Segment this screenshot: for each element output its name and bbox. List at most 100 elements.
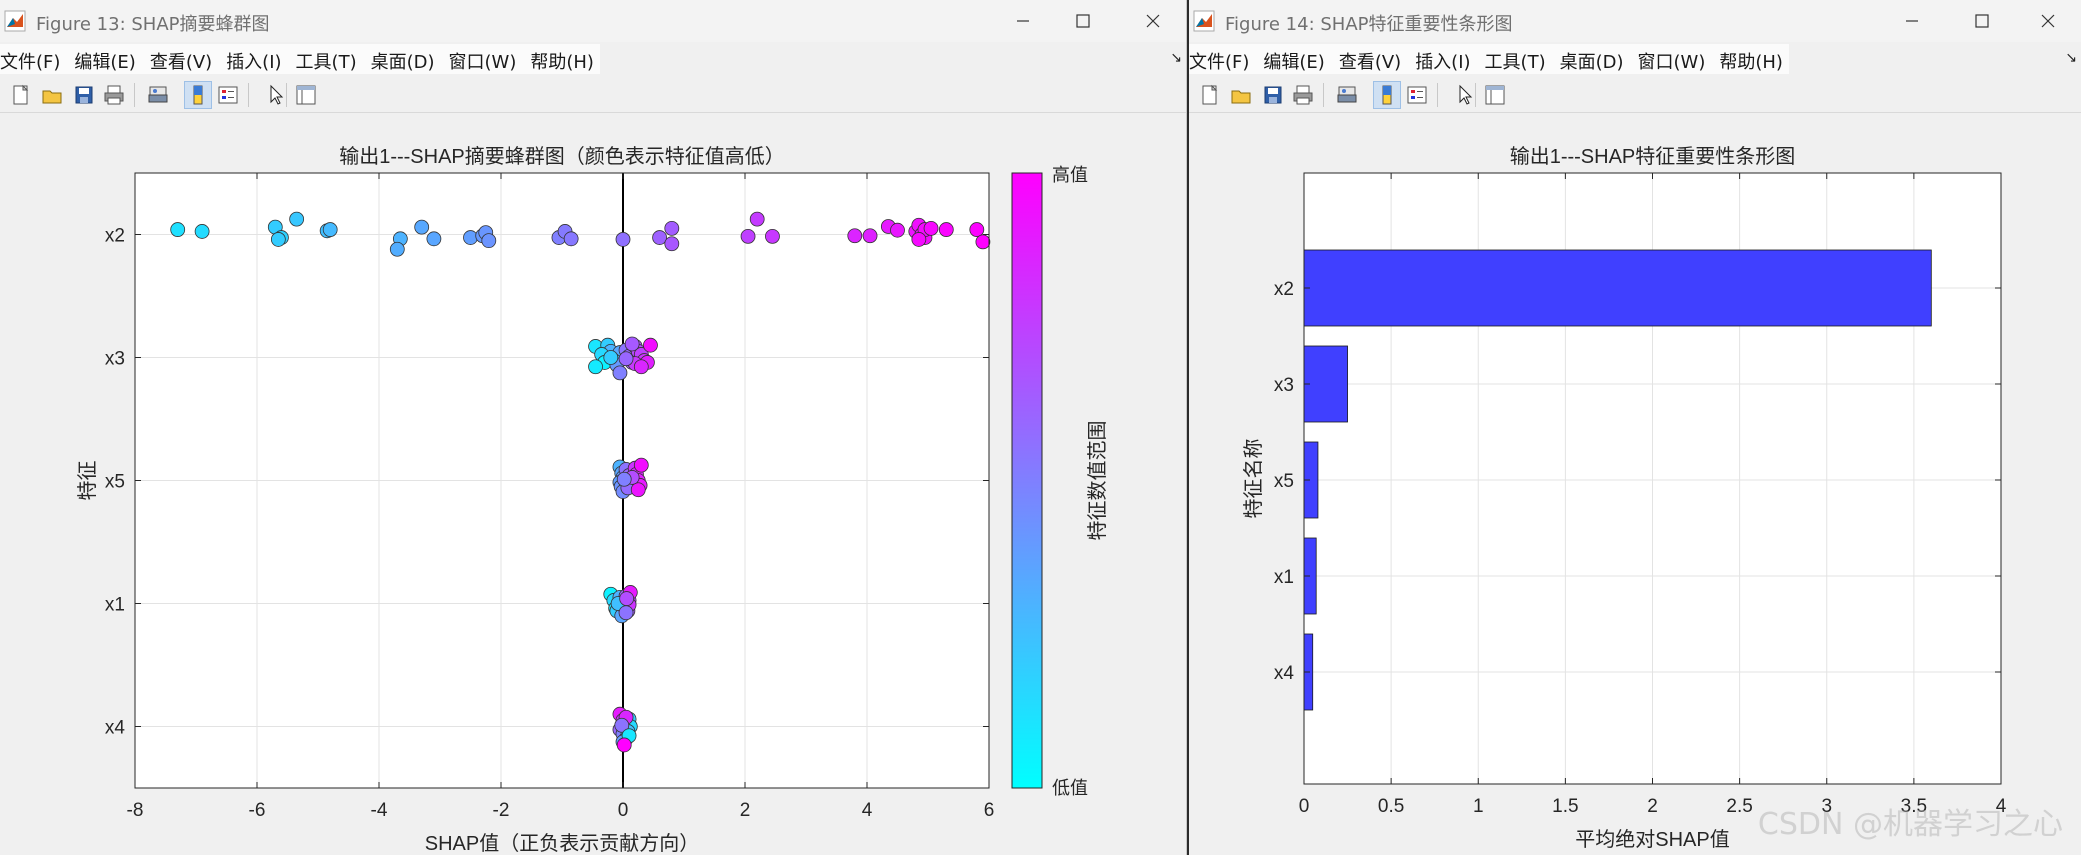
colorbar-button[interactable] [184, 81, 212, 109]
menu-help[interactable]: 帮助(H) [1719, 52, 1783, 73]
toolbar-separator [248, 83, 249, 107]
menu-tools[interactable]: 工具(T) [1484, 52, 1546, 73]
property-inspector-button[interactable] [1481, 81, 1509, 109]
shap-point [588, 359, 603, 375]
figure14-titlebar[interactable]: Figure 14: SHAP特征重要性条形图 [1189, 0, 2081, 42]
open-folder-button[interactable] [38, 81, 66, 109]
print-preview-button[interactable] [1333, 81, 1361, 109]
menu-file[interactable]: 文件(F) [1189, 52, 1250, 73]
toolbar-separator [1323, 83, 1324, 107]
window-title: Figure 13: SHAP摘要蜂群图 [36, 14, 270, 35]
shap-point [612, 365, 628, 381]
importance-bar [1303, 345, 1348, 423]
matlab-logo-icon [4, 10, 26, 32]
property-inspector-button[interactable] [292, 81, 320, 109]
shap-point [322, 222, 338, 237]
maximize-icon [1076, 14, 1090, 28]
print-icon [104, 85, 124, 105]
save-button[interactable] [1259, 81, 1287, 109]
menu-insert[interactable]: 插入(I) [1415, 52, 1471, 73]
print-preview-button[interactable] [144, 81, 172, 109]
beeswarm-plot: -8 -6 -4 -2 0 2 4 6 x2 x3 x5 x1 x4 输出1---SHAP摘要蜂群图（颜色… [76, 145, 1109, 855]
menu-edit[interactable]: 编辑(E) [1263, 52, 1325, 73]
new-file-button[interactable] [6, 81, 34, 109]
print-button[interactable] [1289, 81, 1317, 109]
shap-point [890, 222, 905, 238]
menu-window[interactable]: 窗口(W) [448, 52, 517, 73]
colorbar [1011, 172, 1043, 789]
minimize-button[interactable] [1000, 4, 1046, 38]
x-tick-label: 3.5 [1901, 796, 1927, 817]
menu-view[interactable]: 查看(V) [149, 52, 213, 73]
menu-tools[interactable]: 工具(T) [295, 52, 357, 73]
toolbar-separator [286, 83, 287, 107]
shap-point [170, 222, 186, 237]
maximize-button[interactable] [1060, 4, 1106, 38]
x-tick-label: 4 [1996, 796, 2007, 817]
y-tick-label: x4 [1274, 663, 1295, 684]
x-tick-label: 2 [740, 800, 751, 821]
x-axis-label: SHAP值（正负表示贡献方向） [425, 832, 699, 855]
legend-icon [1407, 86, 1427, 104]
figure14-canvas: 0 0.5 1 1.5 2 2.5 3 3.5 4 x2 x3 x5 x1 x4 输出1---SHAP特征重… [1189, 114, 2081, 855]
colorbar-icon [193, 85, 203, 105]
shap-point [765, 228, 780, 244]
x-tick-label: 2 [1647, 796, 1658, 817]
figure13-titlebar[interactable]: Figure 13: SHAP摘要蜂群图 [0, 0, 1186, 42]
shap-point [643, 337, 658, 353]
colorbar-high-label: 高值 [1052, 165, 1088, 185]
y-axis-label: 特征 [76, 461, 99, 501]
menubar: 文件(F) 编辑(E) 查看(V) 插入(I) 工具(T) 桌面(D) 窗口(W… [0, 44, 1186, 74]
menu-overflow-icon[interactable]: ↘ [1170, 50, 1182, 66]
shap-point [938, 222, 954, 237]
y-axis-label: 特征名称 [1242, 439, 1265, 519]
menu-desktop[interactable]: 桌面(D) [1559, 52, 1624, 73]
y-tick-label: x1 [1274, 567, 1294, 588]
print-button[interactable] [100, 81, 128, 109]
shap-point [975, 234, 991, 250]
shap-point [630, 482, 646, 498]
menu-desktop[interactable]: 桌面(D) [370, 52, 435, 73]
shap-point [749, 211, 765, 227]
shap-point [603, 350, 619, 365]
shap-point [652, 230, 667, 245]
new-file-button[interactable] [1195, 81, 1223, 109]
figure-toolbar [0, 77, 1186, 113]
menu-window[interactable]: 窗口(W) [1637, 52, 1706, 73]
close-button[interactable] [1130, 4, 1176, 38]
shap-point [426, 231, 442, 247]
minimize-button[interactable] [1889, 4, 1935, 38]
legend-button[interactable] [214, 81, 242, 109]
y-tick-label: x5 [1274, 471, 1294, 492]
shap-point [618, 351, 634, 367]
legend-button[interactable] [1403, 81, 1431, 109]
print-icon [1293, 85, 1313, 105]
save-icon [1264, 86, 1282, 104]
colorbar-button[interactable] [1373, 81, 1401, 109]
save-button[interactable] [70, 81, 98, 109]
menubar: 文件(F) 编辑(E) 查看(V) 插入(I) 工具(T) 桌面(D) 窗口(W… [1189, 44, 2081, 74]
shap-point [463, 230, 478, 245]
importance-bar [1303, 249, 1932, 327]
shap-point [270, 232, 286, 247]
x-axis-label: 平均绝对SHAP值 [1575, 828, 1729, 851]
menu-view[interactable]: 查看(V) [1338, 52, 1402, 73]
open-folder-button[interactable] [1227, 81, 1255, 109]
menu-file[interactable]: 文件(F) [0, 52, 61, 73]
close-button[interactable] [2025, 4, 2071, 38]
legend-icon [218, 86, 238, 104]
shap-point [633, 359, 649, 375]
colorbar-low-label: 低值 [1052, 778, 1088, 798]
pointer-button[interactable] [262, 81, 290, 109]
menu-help[interactable]: 帮助(H) [530, 52, 594, 73]
y-tick-label: x3 [1274, 375, 1294, 396]
menu-overflow-icon[interactable]: ↘ [2065, 50, 2077, 66]
y-tick-label: x2 [105, 226, 125, 247]
menu-insert[interactable]: 插入(I) [226, 52, 282, 73]
x-tick-label: -6 [249, 800, 266, 821]
shap-point [563, 231, 579, 247]
menu-edit[interactable]: 编辑(E) [74, 52, 136, 73]
property-inspector-icon [1485, 85, 1505, 105]
pointer-button[interactable] [1451, 81, 1479, 109]
maximize-button[interactable] [1959, 4, 2005, 38]
